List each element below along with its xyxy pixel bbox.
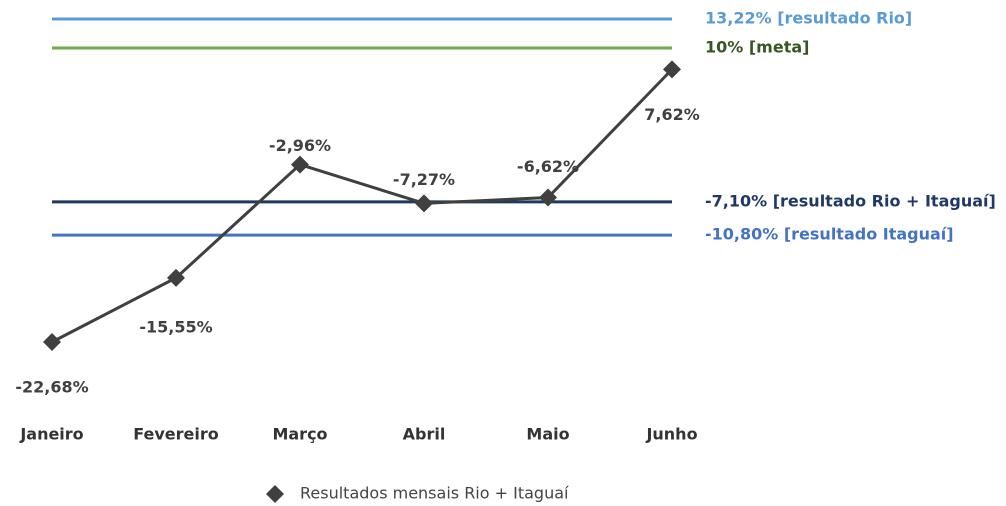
- reference-label: -7,10% [resultado Rio + Itaguaí]: [705, 191, 996, 210]
- x-tick-label: Fevereiro: [133, 425, 219, 444]
- x-tick-label: Junho: [645, 425, 697, 444]
- data-point: [291, 155, 309, 174]
- legend-label: Resultados mensais Rio + Itaguaí: [300, 484, 569, 503]
- x-tick-label: Maio: [526, 425, 569, 444]
- legend-marker: [266, 485, 284, 503]
- x-tick-label: Abril: [403, 425, 446, 444]
- reference-label: 10% [meta]: [705, 37, 809, 56]
- data-label: -2,96%: [269, 136, 331, 155]
- data-label: -22,68%: [15, 378, 88, 397]
- reference-label: 13,22% [resultado Rio]: [705, 9, 912, 28]
- x-tick-label: Março: [272, 425, 327, 444]
- data-point: [43, 333, 61, 351]
- series-line: [51, 68, 674, 344]
- data-point: [415, 194, 433, 213]
- data-label: -6,62%: [517, 157, 579, 176]
- data-label: -15,55%: [139, 317, 212, 336]
- data-point: [167, 268, 185, 287]
- data-label: -7,27%: [393, 170, 455, 189]
- x-tick-label: Janeiro: [19, 425, 83, 444]
- data-point: [539, 188, 557, 207]
- data-label: 7,62%: [644, 105, 700, 124]
- data-point: [663, 60, 681, 79]
- reference-label: -10,80% [resultado Itaguaí]: [705, 225, 954, 244]
